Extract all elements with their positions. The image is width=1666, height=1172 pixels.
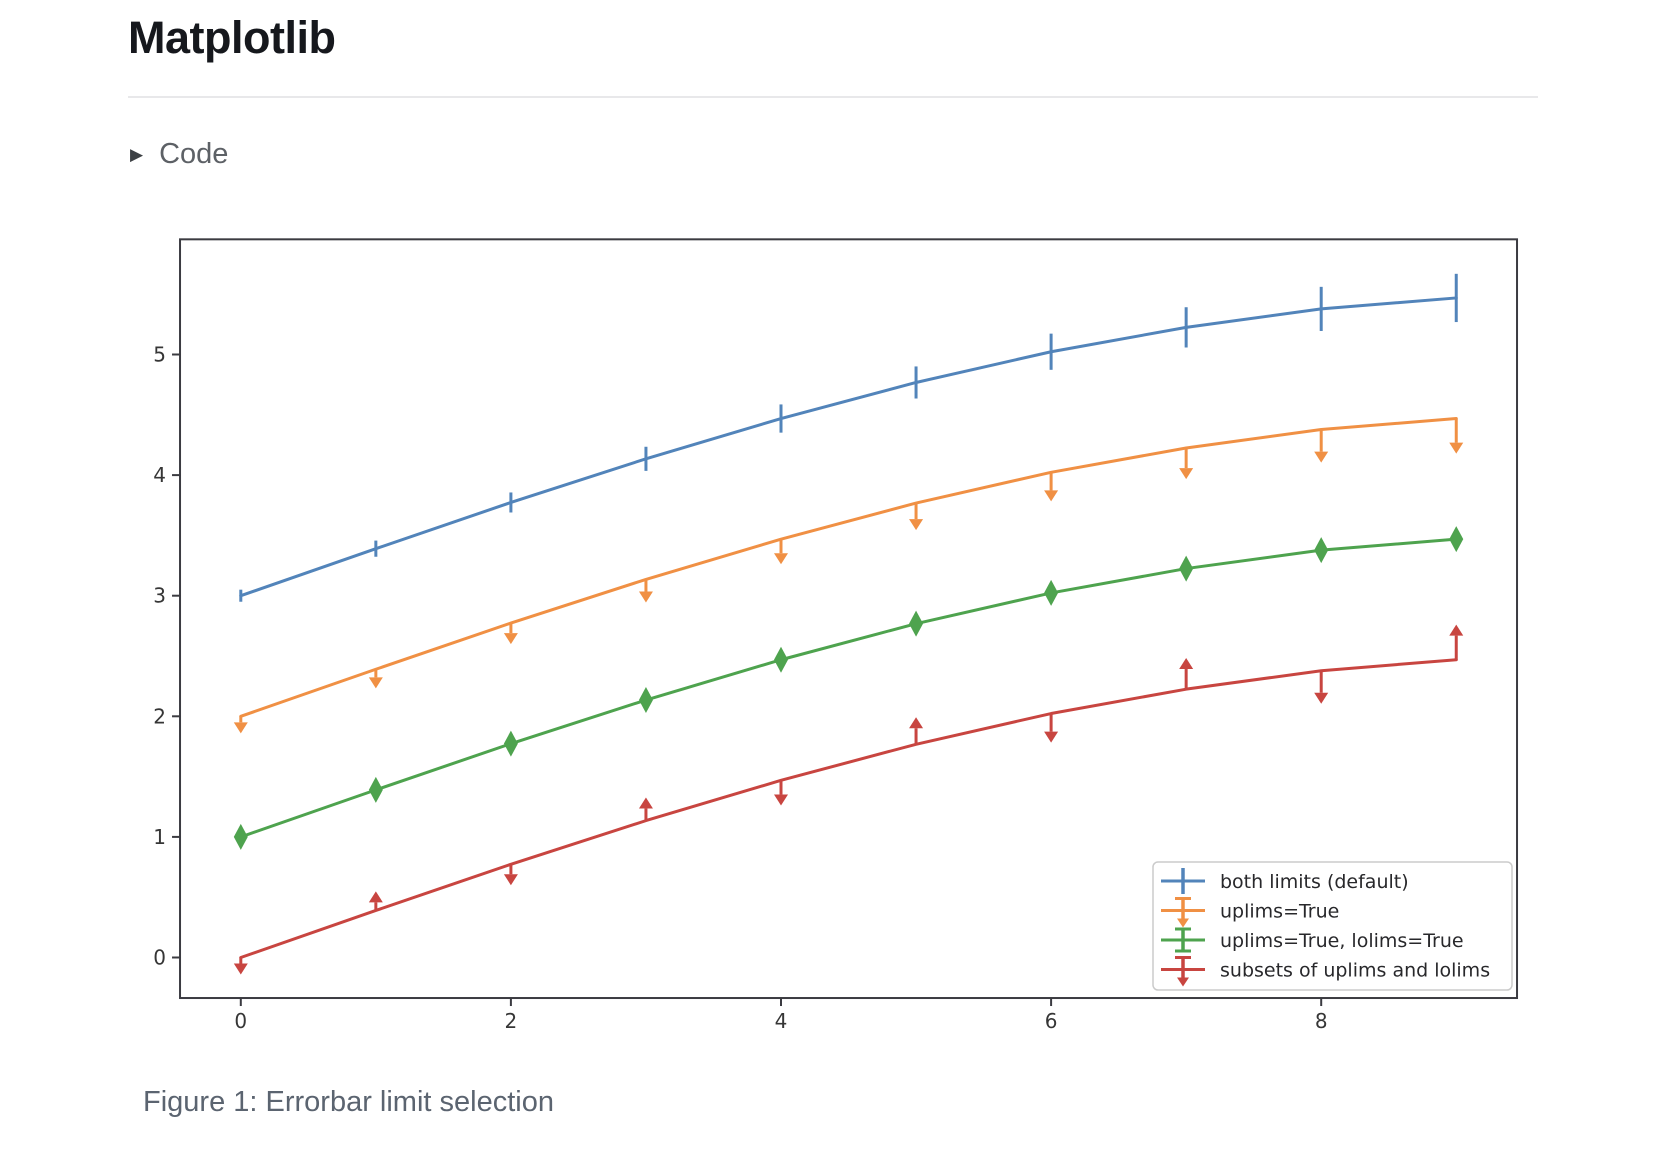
diamond-limit-marker bbox=[368, 776, 383, 803]
heading-divider bbox=[128, 96, 1538, 98]
legend: both limits (default) uplims=True uplims=T… bbox=[1152, 861, 1513, 991]
series-1 bbox=[239, 273, 1458, 602]
caret-down-marker bbox=[1177, 977, 1189, 987]
legend-box bbox=[1152, 861, 1513, 991]
series-2 bbox=[233, 417, 1464, 734]
legend-entry: subsets of uplims and lolims bbox=[1161, 956, 1490, 987]
y-tick-label: 3 bbox=[153, 584, 166, 608]
caret-up-marker bbox=[909, 717, 924, 729]
caret-down-marker bbox=[1044, 490, 1059, 502]
axes-frame bbox=[179, 238, 1519, 1000]
caret-down-marker bbox=[503, 874, 518, 886]
y-tick-label: 1 bbox=[153, 825, 166, 849]
caret-up-marker bbox=[1449, 624, 1464, 636]
legend-entry: both limits (default) bbox=[1161, 868, 1409, 894]
caret-down-marker bbox=[774, 794, 788, 806]
caret-up-marker bbox=[1179, 658, 1194, 670]
series-line bbox=[239, 658, 1458, 959]
series-line bbox=[239, 537, 1458, 839]
x-tick-label: 4 bbox=[775, 1009, 788, 1033]
x-tick-label: 8 bbox=[1315, 1009, 1328, 1033]
caret-up-marker bbox=[368, 891, 383, 903]
x-tick-label: 2 bbox=[505, 1009, 518, 1033]
code-toggle-label: Code bbox=[159, 138, 229, 170]
caret-down-marker bbox=[233, 722, 248, 734]
diamond-limit-marker bbox=[233, 823, 248, 850]
caret-down-marker bbox=[1314, 692, 1329, 704]
caret-down-marker bbox=[503, 633, 518, 645]
series-4 bbox=[233, 624, 1464, 975]
series-line bbox=[239, 417, 1458, 718]
caret-down-marker bbox=[774, 553, 788, 565]
caret-down-marker bbox=[638, 591, 653, 603]
diamond-limit-marker bbox=[909, 610, 924, 637]
triangle-right-icon: ▶ bbox=[130, 145, 144, 164]
legend-label: both limits (default) bbox=[1220, 871, 1409, 893]
figure-caption: Figure 1: Errorbar limit selection bbox=[143, 1086, 554, 1118]
caret-down-marker bbox=[1179, 468, 1194, 480]
caret-down-marker bbox=[1449, 442, 1464, 454]
legend-label: subsets of uplims and lolims bbox=[1220, 960, 1490, 982]
legend-entry: uplims=True, lolims=True bbox=[1161, 927, 1464, 953]
diamond-limit-marker bbox=[1314, 537, 1329, 564]
legend-entry: uplims=True bbox=[1161, 897, 1339, 928]
diamond-limit-marker bbox=[638, 687, 653, 714]
series-3 bbox=[233, 526, 1464, 850]
diamond-limit-marker bbox=[503, 730, 518, 757]
legend-label: uplims=True, lolims=True bbox=[1220, 930, 1464, 952]
diamond-limit-marker bbox=[1044, 579, 1059, 606]
y-tick-label: 2 bbox=[153, 704, 166, 728]
diamond-limit-marker bbox=[774, 646, 788, 673]
diamond-limit-marker bbox=[1179, 555, 1194, 582]
axis-ticks: 0 2 4 6 8 0 1 2 3 4 5 bbox=[153, 343, 1327, 1034]
caret-down-marker bbox=[1177, 918, 1189, 928]
caret-down-marker bbox=[368, 677, 383, 689]
caret-up-marker bbox=[638, 797, 653, 809]
legend-label: uplims=True bbox=[1220, 901, 1339, 923]
code-fold-toggle[interactable]: ▶ Code bbox=[130, 138, 228, 171]
x-tick-label: 0 bbox=[234, 1009, 247, 1033]
caret-down-marker bbox=[1044, 731, 1059, 743]
y-tick-label: 4 bbox=[153, 463, 166, 487]
page-title: Matplotlib bbox=[128, 12, 336, 63]
y-tick-label: 5 bbox=[153, 343, 166, 367]
caret-down-marker bbox=[233, 963, 248, 975]
y-tick-label: 0 bbox=[153, 946, 166, 970]
diamond-limit-marker bbox=[1449, 526, 1464, 553]
series-line bbox=[239, 296, 1458, 598]
caret-down-marker bbox=[909, 519, 924, 531]
x-tick-label: 6 bbox=[1045, 1009, 1058, 1033]
caret-down-marker bbox=[1314, 451, 1329, 463]
errorbar-chart: 0 2 4 6 8 0 1 2 3 4 5 both limits (default) uplims=T… bbox=[153, 238, 1519, 1034]
